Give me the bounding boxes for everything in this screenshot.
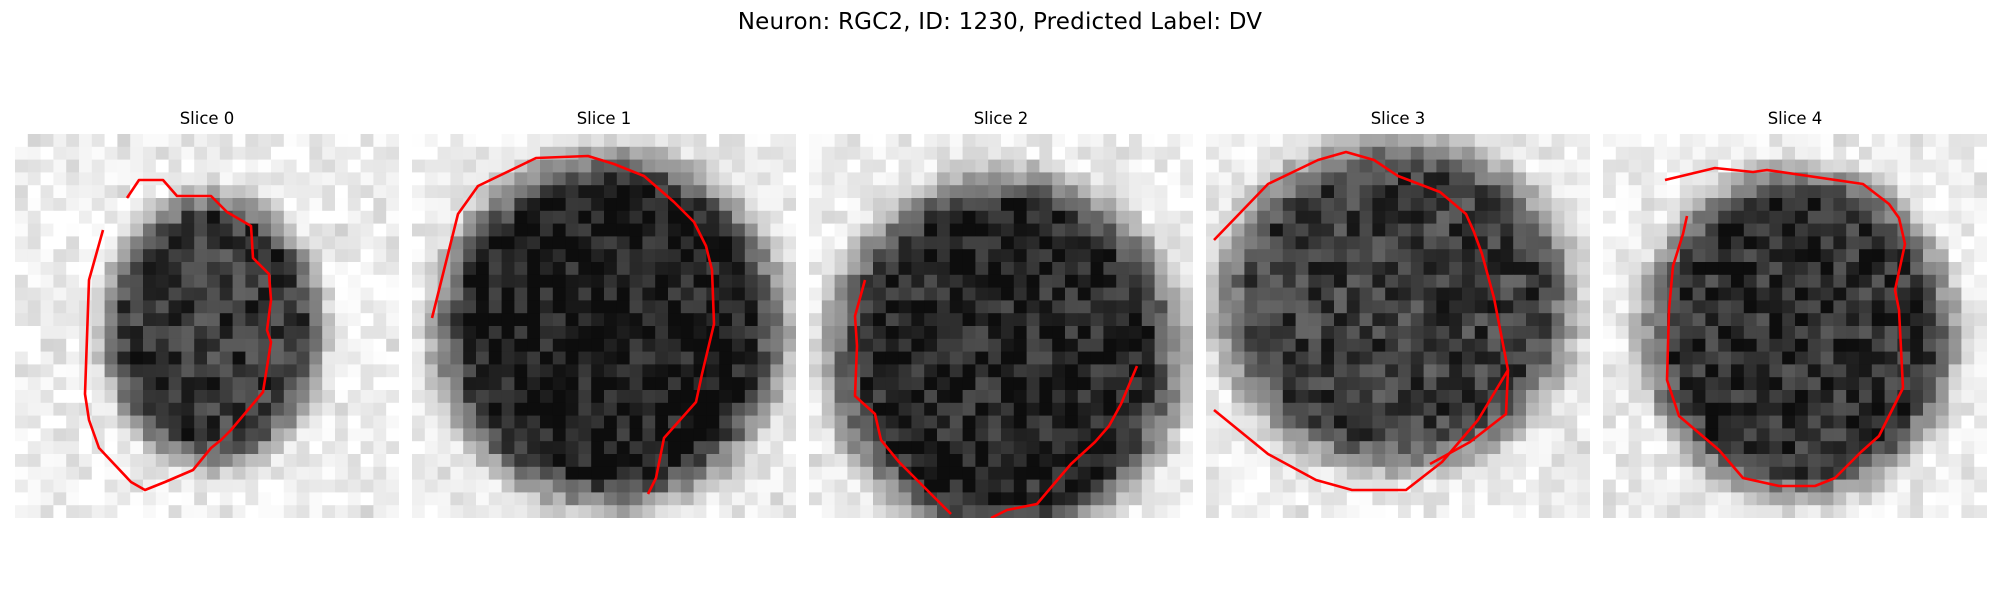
slice-pixels — [15, 134, 399, 518]
figure-title: Neuron: RGC2, ID: 1230, Predicted Label:… — [737, 9, 1263, 35]
segmentation-contour — [430, 154, 716, 495]
segmentation-contour — [853, 279, 952, 515]
segmentation-contour — [1213, 369, 1510, 492]
segmentation-contour — [1664, 166, 1907, 488]
slice-title-4: Slice 4 — [1767, 109, 1823, 128]
slice-pixels — [412, 134, 796, 518]
segmentation-contour — [1213, 150, 1510, 466]
slice-image-2 — [809, 134, 1193, 518]
slice-title-0: Slice 0 — [179, 109, 235, 128]
segmentation-contour — [83, 178, 273, 492]
slice-panel-1: Slice 1 — [412, 106, 796, 518]
slice-pixels — [1603, 134, 1987, 518]
slice-image-4 — [1603, 134, 1987, 518]
slice-title-1: Slice 1 — [576, 109, 632, 128]
segmentation-contour — [990, 365, 1139, 518]
slice-pixels — [1206, 134, 1590, 518]
slice-title-2: Slice 2 — [973, 109, 1029, 128]
slice-image-3 — [1206, 134, 1590, 518]
slice-panel-0: Slice 0 — [15, 106, 399, 518]
slice-panel-4: Slice 4 — [1603, 106, 1987, 518]
slice-image-1 — [412, 134, 796, 518]
slice-panel-3: Slice 3 — [1206, 106, 1590, 518]
slice-title-3: Slice 3 — [1370, 109, 1426, 128]
slice-panel-2: Slice 2 — [809, 106, 1193, 518]
slice-image-0 — [15, 134, 399, 518]
slice-pixels — [809, 134, 1193, 518]
